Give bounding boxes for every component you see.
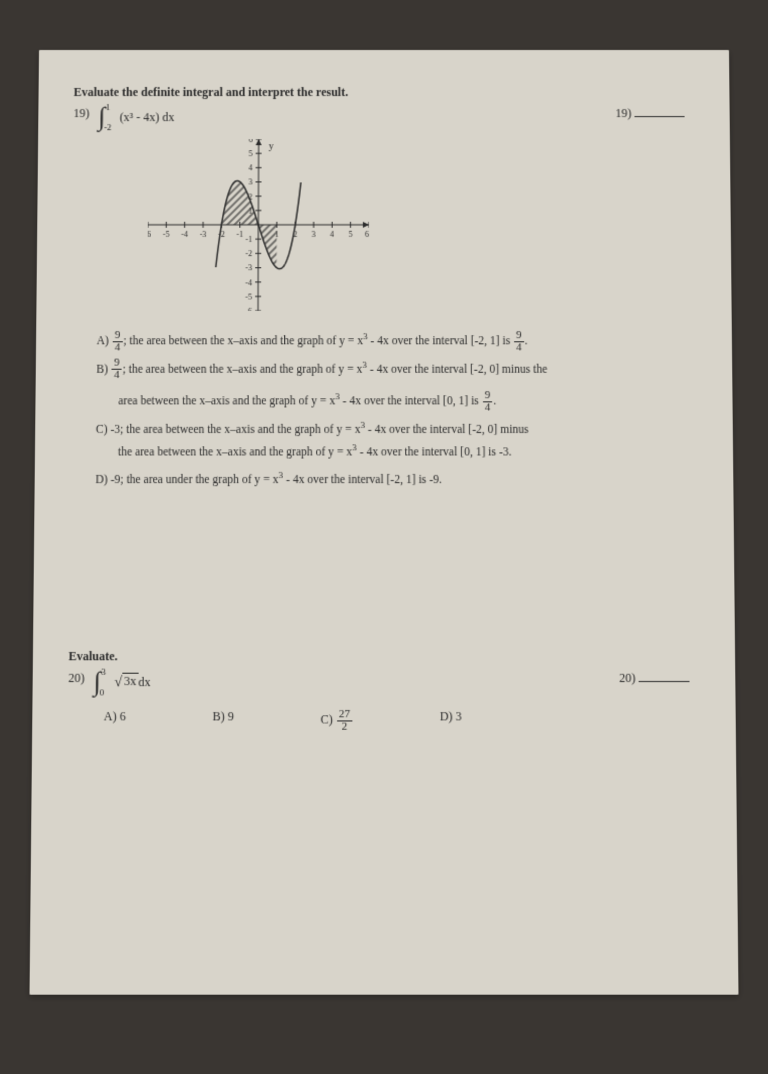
svg-text:3: 3 <box>248 178 252 187</box>
t: D) -9; the area under the graph of y = x <box>95 474 278 486</box>
svg-text:1: 1 <box>275 230 279 239</box>
svg-text:-2: -2 <box>246 249 253 258</box>
t: the area between the x–axis and the grap… <box>118 447 352 459</box>
t: - 4x over the interval [0, 1] is -3. <box>357 447 512 459</box>
lower-limit-19: -2 <box>104 122 112 132</box>
svg-text:-5: -5 <box>163 230 170 239</box>
section-head-19: Evaluate the definite integral and inter… <box>74 85 695 100</box>
integral-20: ∫ 3 0 3x dx <box>94 671 151 694</box>
svg-text:-6: -6 <box>147 230 151 239</box>
frac-d: 4 <box>113 342 123 353</box>
svg-text:-1: -1 <box>237 230 244 239</box>
frac: 272 <box>337 709 352 733</box>
frac-d: 2 <box>337 722 352 733</box>
choice-20-b: B) 9 <box>212 709 234 733</box>
after-20: dx <box>138 674 150 690</box>
t: ; the area between the x–axis and the gr… <box>123 335 363 347</box>
svg-text:6: 6 <box>249 139 253 144</box>
svg-text:y: y <box>269 141 274 152</box>
svg-text:-1: -1 <box>246 235 253 244</box>
answer-slot-20: 20) <box>619 671 689 687</box>
svg-text:-4: -4 <box>245 278 252 287</box>
answer-label-19: 19) <box>615 106 631 120</box>
t: C) -3; the area between the x–axis and t… <box>96 424 361 436</box>
section-head-20: Evaluate. <box>68 649 699 665</box>
frac-d: 4 <box>514 342 524 353</box>
integrand-19: (x³ - 4x) dx <box>120 110 175 125</box>
choice-19-d: D) -9; the area under the graph of y = x… <box>95 468 698 491</box>
svg-text:4: 4 <box>249 164 253 173</box>
frac-d: 4 <box>483 402 493 413</box>
problem-20: 20) 20) ∫ 3 0 3x dx A) 6 B) 9 C) 272 D) … <box>93 671 700 733</box>
choices-19: A) 94; the area between the x–axis and t… <box>95 329 698 490</box>
graph-19: -6-5-4-3-2-1123456x-6-5-4-3-2-1123456y <box>147 139 696 315</box>
problem-19: 19) 19) ∫ 1 -2 (x³ - 4x) dx -6-5-4-3-2-1… <box>95 106 698 490</box>
svg-text:1: 1 <box>248 206 252 215</box>
lower-limit-20: 0 <box>99 687 104 697</box>
t: . <box>493 395 496 407</box>
answer-slot-19: 19) <box>615 106 684 121</box>
t: ; the area between the x–axis and the gr… <box>122 363 362 375</box>
svg-text:-5: -5 <box>245 292 252 301</box>
frac-n: 9 <box>514 330 524 342</box>
svg-text:-4: -4 <box>181 230 188 239</box>
answer-label-20: 20) <box>619 671 635 686</box>
sqrt-20: 3x <box>112 673 138 691</box>
answer-blank-19[interactable] <box>634 116 684 117</box>
t: - 4x over the interval [-2, 1] is -9. <box>283 474 442 486</box>
frac: 94 <box>112 358 122 381</box>
choice-19-b-line2: area between the x–axis and the graph of… <box>118 389 697 413</box>
svg-text:-3: -3 <box>245 264 252 273</box>
upper-limit-20: 3 <box>101 667 106 677</box>
t: area between the x–axis and the graph of… <box>118 395 335 407</box>
radicand-20: 3x <box>122 672 138 689</box>
frac: 94 <box>483 390 493 413</box>
choice-19-a: A) 94; the area between the x–axis and t… <box>96 329 696 353</box>
choices-20: A) 6 B) 9 C) 272 D) 3 <box>104 709 701 733</box>
svg-text:-6: -6 <box>245 307 252 311</box>
problem-number-20: 20) <box>68 671 84 687</box>
frac-n: 9 <box>113 330 123 342</box>
t: - 4x over the interval [-2, 0] minus <box>365 424 529 436</box>
choice-19-c-line2: the area between the x–axis and the grap… <box>118 441 698 464</box>
upper-limit-19: 1 <box>106 102 111 112</box>
choice-20-a: A) 6 <box>104 709 126 733</box>
frac-d: 4 <box>112 370 122 381</box>
svg-text:5: 5 <box>348 230 352 239</box>
choice-20-d: D) 3 <box>440 709 462 733</box>
svg-text:-3: -3 <box>200 230 207 239</box>
problem-number-19: 19) <box>73 106 89 121</box>
t: - 4x over the interval [0, 1] is <box>340 395 482 407</box>
t: - 4x over the interval [-2, 0] minus the <box>367 363 548 375</box>
t: - 4x over the interval [-2, 1] is <box>368 335 514 347</box>
choice-19-c: C) -3; the area between the x–axis and t… <box>96 418 698 464</box>
answer-blank-20[interactable] <box>639 681 690 682</box>
svg-text:5: 5 <box>249 149 253 158</box>
t: . <box>525 335 528 347</box>
choice-19-b-prefix: B) <box>96 363 111 375</box>
frac: 94 <box>113 330 123 353</box>
svg-text:6x: 6x <box>365 230 369 239</box>
svg-text:4: 4 <box>330 230 334 239</box>
svg-text:3: 3 <box>312 230 316 239</box>
integral-19: ∫ 1 -2 (x³ - 4x) dx <box>98 106 174 128</box>
frac: 94 <box>514 330 524 353</box>
t: C) <box>320 713 335 728</box>
choice-20-c: C) 272 <box>320 709 353 733</box>
choice-19-a-prefix: A) <box>97 335 112 347</box>
choice-19-b: B) 94; the area between the x–axis and t… <box>96 357 697 413</box>
